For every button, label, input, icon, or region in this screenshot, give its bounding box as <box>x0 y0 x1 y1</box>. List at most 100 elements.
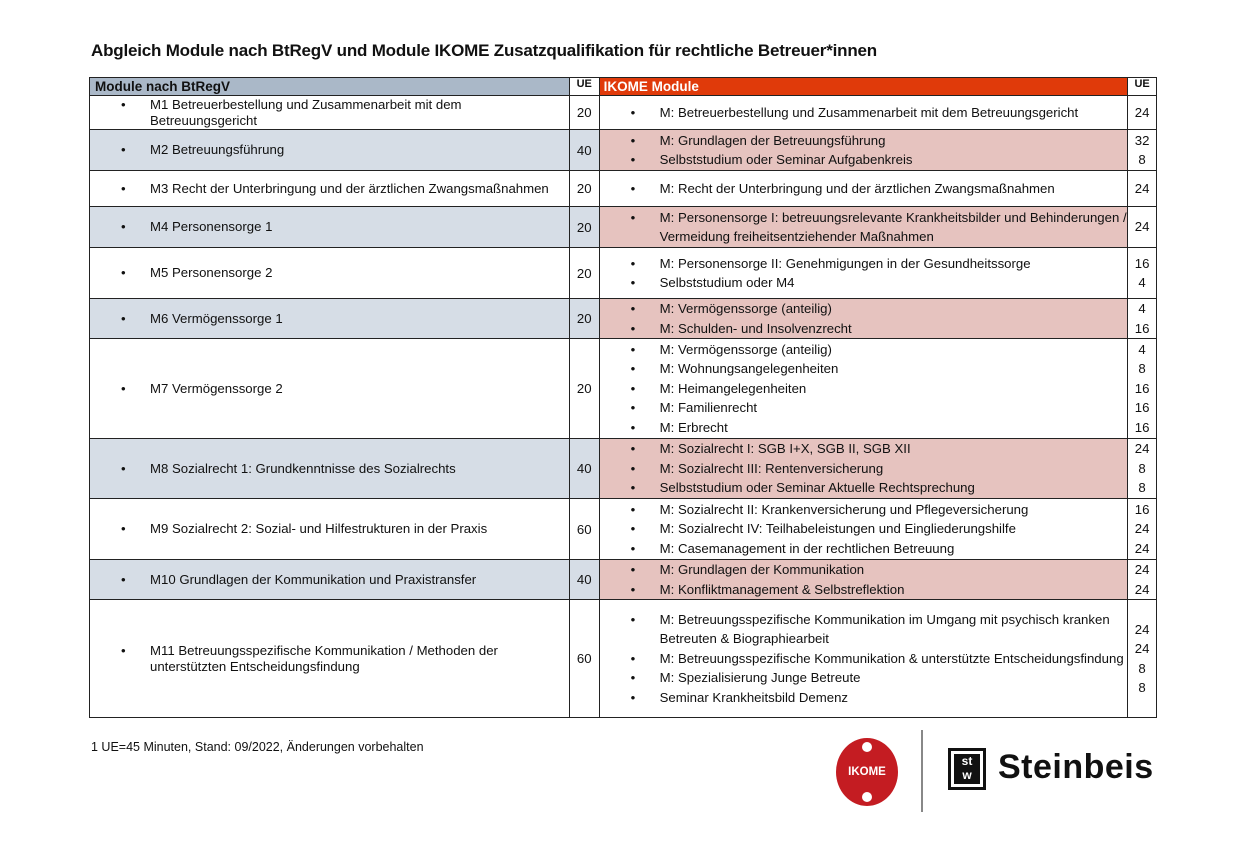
ikome-ue-cell: 24 8 8 <box>1127 438 1157 499</box>
table-row: M10 Grundlagen der Kommunikation und Pra… <box>89 559 1157 600</box>
btregv-ue: 40 <box>568 438 600 499</box>
table-row: M2 Betreuungsführung 40 M: Grundlagen de… <box>89 129 1157 171</box>
ikome-module-ue: 8 <box>1138 361 1146 377</box>
ikome-logo-text: IKOME <box>848 766 886 778</box>
ikome-module-item: M: Schulden- und Insolvenzrecht <box>631 319 1128 339</box>
ikome-module-item: M: Konfliktmanagement & Selbstreflektion <box>631 580 1128 600</box>
ikome-modules-cell: M: Vermögenssorge (anteilig)M: Wohnungsa… <box>598 338 1129 439</box>
ikome-ue-cell: 16 4 <box>1127 247 1157 299</box>
btregv-module: M6 Vermögenssorge 1 <box>121 311 569 327</box>
ikome-modules-cell: M: Betreuungsspezifische Kommunikation i… <box>598 599 1129 718</box>
ikome-module-ue: 24 <box>1134 521 1150 537</box>
header-ue-right: UE <box>1127 77 1157 96</box>
ikome-modules-cell: M: Personensorge II: Genehmigungen in de… <box>598 247 1129 299</box>
ikome-module-ue: 8 <box>1138 680 1146 695</box>
btregv-ue: 60 <box>568 599 600 718</box>
ikome-ue-cell: 24 24 8 8 <box>1127 599 1157 718</box>
btregv-ue: 60 <box>568 498 600 560</box>
btregv-module-cell: M1 Betreuerbestellung und Zusammenarbeit… <box>89 95 570 130</box>
btregv-module-cell: M10 Grundlagen der Kommunikation und Pra… <box>89 559 570 600</box>
btregv-module-cell: M5 Personensorge 2 <box>89 247 570 299</box>
btregv-ue: 40 <box>568 559 600 600</box>
btregv-module: M10 Grundlagen der Kommunikation und Pra… <box>121 572 569 588</box>
btregv-module: M11 Betreuungsspezifische Kommunikation … <box>121 643 569 675</box>
ikome-module-ue: 24 <box>1134 621 1150 637</box>
ikome-modules-cell: M: Personensorge I: betreuungsrelevante … <box>598 206 1129 248</box>
ikome-module-ue: 8 <box>1138 660 1146 676</box>
btregv-ue: 20 <box>568 206 600 248</box>
ikome-module-item: Selbststudium oder Seminar Aktuelle Rech… <box>631 478 1128 498</box>
table-row: M8 Sozialrecht 1: Grundkenntnisse des So… <box>89 438 1157 499</box>
btregv-module-cell: M8 Sozialrecht 1: Grundkenntnisse des So… <box>89 438 570 499</box>
ikome-module-item: M: Vermögenssorge (anteilig) <box>631 299 1128 319</box>
btregv-ue: 20 <box>568 338 600 439</box>
ikome-module-item: Seminar Krankheitsbild Demenz <box>631 688 1128 708</box>
ikome-module-item: M: Sozialrecht III: Rentenversicherung <box>631 459 1128 479</box>
ikome-module-ue: 32 <box>1134 132 1150 148</box>
ikome-ue-cell: 4 8 16 16 16 <box>1127 338 1157 439</box>
btregv-module-cell: M6 Vermögenssorge 1 <box>89 298 570 339</box>
table-row: M3 Recht der Unterbringung und der ärztl… <box>89 170 1157 207</box>
ikome-modules-cell: M: Grundlagen der KommunikationM: Konfli… <box>598 559 1129 600</box>
ikome-module-item: M: Grundlagen der Betreuungsführung <box>631 131 1128 151</box>
btregv-module: M9 Sozialrecht 2: Sozial- und Hilfestruk… <box>121 521 569 537</box>
ikome-module-ue: 16 <box>1134 380 1150 396</box>
ikome-module-item: M: Personensorge II: Genehmigungen in de… <box>631 254 1128 274</box>
ikome-module-ue: 16 <box>1134 419 1150 435</box>
table-row: M1 Betreuerbestellung und Zusammenarbeit… <box>89 95 1157 130</box>
btregv-module: M4 Personensorge 1 <box>121 219 569 235</box>
ikome-module-item: M: Vermögenssorge (anteilig) <box>631 340 1128 360</box>
ikome-module-item: M: Casemanagement in der rechtlichen Bet… <box>631 539 1128 559</box>
table-row: M7 Vermögenssorge 2 20 M: Vermögenssorge… <box>89 338 1157 439</box>
steinbeis-logo: Steinbeis <box>998 748 1154 786</box>
ikome-ue-cell: 24 <box>1127 170 1157 207</box>
ikome-module-ue: 16 <box>1134 255 1150 271</box>
ikome-module-item: M: Sozialrecht I: SGB I+X, SGB II, SGB X… <box>631 439 1128 459</box>
ikome-module-ue: 8 <box>1138 460 1146 476</box>
ikome-module-ue: 24 <box>1134 581 1150 597</box>
stw-logo-icon: st w <box>948 748 986 790</box>
table-row: M6 Vermögenssorge 1 20 M: Vermögenssorge… <box>89 298 1157 339</box>
ikome-module-ue: 16 <box>1134 400 1150 416</box>
table-row: M4 Personensorge 1 20 M: Personensorge I… <box>89 206 1157 248</box>
ikome-module-ue: 24 <box>1134 441 1150 457</box>
ikome-modules-cell: M: Betreuerbestellung und Zusammenarbeit… <box>598 95 1129 130</box>
ikome-module-item: M: Spezialisierung Junge Betreute <box>631 668 1128 688</box>
btregv-module: M3 Recht der Unterbringung und der ärztl… <box>121 181 569 197</box>
ikome-module-ue: 8 <box>1138 152 1146 167</box>
ikome-ue-cell: 24 <box>1127 206 1157 248</box>
ikome-module-item: Selbststudium oder Seminar Aufgabenkreis <box>631 150 1128 170</box>
table-row: M9 Sozialrecht 2: Sozial- und Hilfestruk… <box>89 498 1157 560</box>
btregv-ue: 40 <box>568 129 600 171</box>
ikome-module-ue: 4 <box>1138 341 1146 357</box>
btregv-module: M7 Vermögenssorge 2 <box>121 381 569 397</box>
btregv-module-cell: M9 Sozialrecht 2: Sozial- und Hilfestruk… <box>89 498 570 560</box>
ikome-module-ue: 16 <box>1134 320 1150 336</box>
ikome-module-item: M: Betreuungsspezifische Kommunikation &… <box>631 649 1128 669</box>
header-ue-left: UE <box>568 77 600 96</box>
btregv-module: M8 Sozialrecht 1: Grundkenntnisse des So… <box>121 461 569 477</box>
ikome-module-item: M: Betreuerbestellung und Zusammenarbeit… <box>631 103 1128 123</box>
ikome-module-ue: 4 <box>1138 301 1146 316</box>
logos: IKOME st w Steinbeis <box>836 730 1156 814</box>
ikome-modules-cell: M: Sozialrecht I: SGB I+X, SGB II, SGB X… <box>598 438 1129 499</box>
btregv-module-cell: M4 Personensorge 1 <box>89 206 570 248</box>
ikome-logo: IKOME <box>836 738 898 806</box>
ikome-module-ue: 24 <box>1134 562 1150 577</box>
ikome-module-item: M: Sozialrecht II: Krankenversicherung u… <box>631 500 1128 520</box>
ikome-module-ue: 24 <box>1134 180 1150 196</box>
header-ikome: IKOME Module <box>598 77 1129 96</box>
btregv-ue: 20 <box>568 170 600 207</box>
ikome-module-item: M: Grundlagen der Kommunikation <box>631 560 1128 580</box>
ikome-module-item: M: Recht der Unterbringung und der ärztl… <box>631 179 1128 199</box>
ikome-module-item: M: Personensorge I: betreuungsrelevante … <box>631 208 1128 247</box>
footer-note: 1 UE=45 Minuten, Stand: 09/2022, Änderun… <box>91 740 424 754</box>
ikome-module-ue: 24 <box>1134 641 1150 656</box>
ikome-modules-cell: M: Vermögenssorge (anteilig)M: Schulden-… <box>598 298 1129 339</box>
module-comparison-table: Module nach BtRegV UE IKOME Module UE M1… <box>89 77 1157 718</box>
ikome-module-ue: 4 <box>1138 275 1146 290</box>
page-title: Abgleich Module nach BtRegV und Module I… <box>91 41 877 60</box>
ikome-module-item: Selbststudium oder M4 <box>631 273 1128 293</box>
btregv-module: M1 Betreuerbestellung und Zusammenarbeit… <box>121 97 569 129</box>
ikome-modules-cell: M: Grundlagen der BetreuungsführungSelbs… <box>598 129 1129 171</box>
